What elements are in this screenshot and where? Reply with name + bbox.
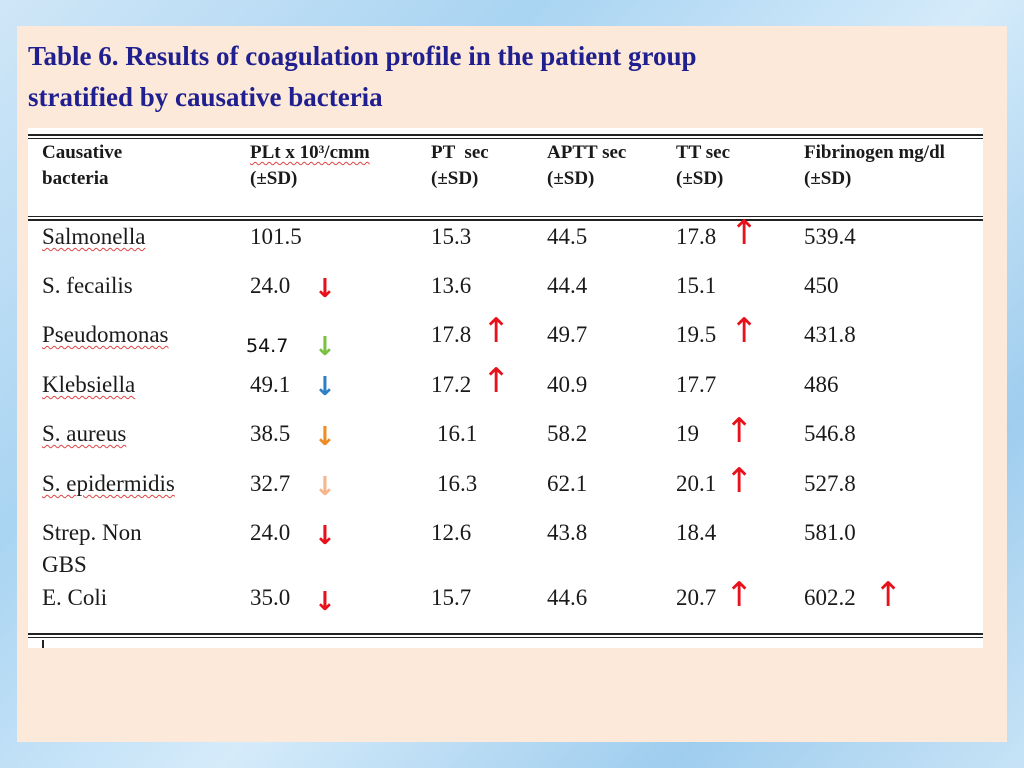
cell-bacteria: E. Coli: [42, 585, 108, 610]
header-bacteria: Causative bacteria: [42, 142, 123, 189]
cell-pt: 15.7: [431, 585, 472, 610]
cell-tt: 15.1: [676, 273, 717, 298]
cell-bacteria: Salmonella: [42, 224, 146, 249]
title-line-2: stratified by causative bacteria: [28, 82, 383, 112]
cell-bacteria-line2: GBS: [42, 552, 87, 577]
up-arrow-icon: ↑: [725, 575, 754, 615]
up-arrow-icon: ↑: [730, 311, 759, 351]
cell-aptt: 40.9: [547, 372, 588, 397]
cell-pt: 17.2: [431, 372, 472, 397]
cell-plt: 49.1: [250, 372, 291, 397]
header-fibrinogen: Fibrinogen mg/dl (±SD): [804, 142, 945, 189]
up-arrow-icon: ↑: [482, 311, 511, 351]
up-arrow-icon: ↑: [482, 361, 511, 401]
cell-bacteria: Pseudomonas: [42, 322, 169, 347]
cell-plt: 24.0: [250, 520, 291, 545]
cell-plt: 38.5: [250, 421, 291, 446]
cell-aptt: 44.5: [547, 224, 588, 249]
cell-bacteria: S. fecailis: [42, 273, 133, 298]
cell-plt: 101.5: [250, 224, 302, 249]
cell-pt: 13.6: [431, 273, 472, 298]
cell-pt: 15.3: [431, 224, 472, 249]
down-arrow-icon: ↓: [314, 372, 336, 402]
cell-aptt: 49.7: [547, 322, 588, 347]
up-arrow-icon: ↑: [725, 411, 754, 451]
cell-fib: 431.8: [804, 322, 856, 347]
cell-fib: 602.2: [804, 585, 856, 610]
title-line-1: Table 6. Results of coagulation profile …: [28, 41, 697, 71]
cell-plt: 32.7: [250, 471, 291, 496]
header-pt: PT sec (±SD): [431, 142, 489, 189]
header-plt: PLt x 10³/cmm (±SD): [250, 142, 370, 189]
cell-pt: 12.6: [431, 520, 472, 545]
down-arrow-icon: ↓: [314, 274, 336, 304]
cell-tt: 19: [676, 421, 699, 446]
cell-aptt: 43.8: [547, 520, 588, 545]
up-arrow-icon: ↑: [725, 461, 754, 501]
cell-plt-overlay: 54.7: [246, 335, 289, 357]
cell-plt: 24.0: [250, 273, 291, 298]
down-arrow-icon: ↓: [314, 332, 336, 362]
cell-tt: 18.4: [676, 520, 717, 545]
table-edge-mark: [42, 640, 44, 648]
cell-aptt: 62.1: [547, 471, 588, 496]
cell-fib: 581.0: [804, 520, 856, 545]
cell-bacteria: Strep. Non: [42, 520, 142, 545]
cell-fib: 450: [804, 273, 839, 298]
results-table: Causative bacteria PLt x 10³/cmm (±SD) PT …: [28, 128, 983, 648]
header-aptt: APTT sec (±SD): [547, 142, 627, 189]
cell-tt: 20.7: [676, 585, 717, 610]
up-arrow-icon: ↑: [874, 575, 903, 615]
cell-tt: 20.1: [676, 471, 717, 496]
header-bottom-rule: [28, 216, 983, 217]
table-top-rule-2: [28, 138, 983, 139]
cell-tt: 17.7: [676, 372, 717, 397]
cell-bacteria: S. epidermidis: [42, 471, 175, 496]
cell-tt: 17.8: [676, 224, 717, 249]
cell-pt: 16.1: [437, 421, 478, 446]
cell-fib: 539.4: [804, 224, 856, 249]
down-arrow-icon: ↓: [314, 587, 336, 617]
cell-fib: 527.8: [804, 471, 856, 496]
table-bottom-rule-2: [28, 637, 983, 638]
cell-pt: 17.8: [431, 322, 472, 347]
cell-fib: 546.8: [804, 421, 856, 446]
cell-bacteria: S. aureus: [42, 421, 127, 446]
cell-aptt: 58.2: [547, 421, 588, 446]
cell-fib: 486: [804, 372, 839, 397]
down-arrow-icon: ↓: [314, 521, 336, 551]
cell-bacteria: Klebsiella: [42, 372, 136, 397]
down-arrow-icon: ↓: [314, 472, 336, 502]
cell-aptt: 44.4: [547, 273, 588, 298]
down-arrow-icon: ↓: [314, 422, 336, 452]
header-bottom-rule-2: [28, 219, 983, 221]
table-top-rule: [28, 134, 983, 136]
slide-title: Table 6. Results of coagulation profile …: [28, 36, 928, 118]
cell-pt: 16.3: [437, 471, 478, 496]
up-arrow-icon: ↑: [730, 213, 759, 253]
header-tt: TT sec (±SD): [676, 142, 731, 189]
table-bottom-rule: [28, 633, 983, 635]
cell-aptt: 44.6: [547, 585, 588, 610]
cell-plt: 35.0: [250, 585, 291, 610]
cell-tt: 19.5: [676, 322, 717, 347]
